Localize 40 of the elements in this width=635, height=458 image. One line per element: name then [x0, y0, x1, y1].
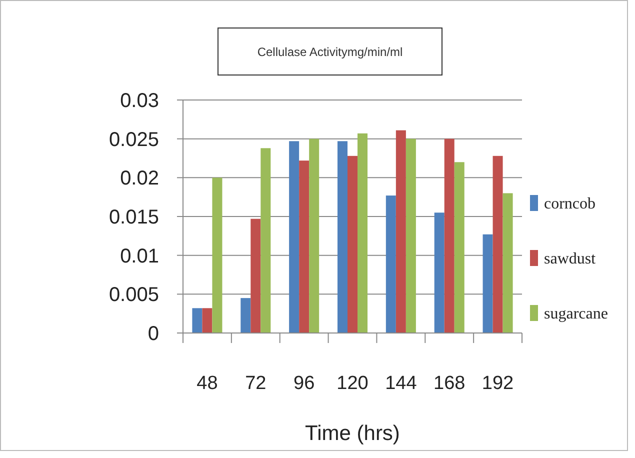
bar: [358, 133, 368, 333]
bar: [482, 234, 493, 333]
bar: [444, 138, 454, 333]
y-tick-label: 0: [148, 323, 159, 345]
y-tick-label: 0.03: [120, 90, 159, 112]
y-tick-label: 0.01: [120, 245, 159, 268]
x-tick-label: 168: [434, 373, 466, 394]
bar: [454, 162, 464, 333]
x-tick-label: 48: [196, 373, 218, 394]
y-tick-label: 0.015: [108, 206, 159, 228]
chart-title: Cellulase Activitymg/min/ml: [257, 45, 403, 59]
x-tick-label: 96: [294, 373, 315, 394]
x-tick-label: 120: [336, 373, 368, 394]
bar: [299, 160, 310, 333]
bar: [202, 308, 212, 333]
bar: [250, 218, 261, 333]
y-tick-label: 0.02: [120, 168, 159, 190]
x-tick-label: 144: [385, 373, 418, 394]
x-tick-label: 192: [482, 373, 514, 394]
bar: [492, 156, 503, 333]
legend-label: corncob: [544, 196, 596, 213]
bar: [289, 141, 300, 333]
legend-label: sugarcane: [544, 306, 608, 323]
bar: [240, 298, 251, 333]
bar: [347, 156, 358, 333]
x-axis-title: Time (hrs): [305, 422, 400, 445]
bar: [502, 193, 513, 333]
bar: [396, 130, 406, 333]
y-tick-label: 0.005: [108, 284, 159, 306]
bar: [337, 141, 348, 333]
bar: [434, 212, 444, 333]
bar: [309, 138, 320, 333]
legend-label: sawdust: [544, 250, 596, 268]
x-tick-label: 72: [245, 373, 266, 394]
bar: [386, 196, 396, 333]
bar: [260, 148, 271, 333]
bar: [406, 138, 416, 333]
bar: [212, 178, 222, 333]
bar: [192, 308, 202, 333]
y-tick-label: 0.025: [108, 128, 159, 151]
